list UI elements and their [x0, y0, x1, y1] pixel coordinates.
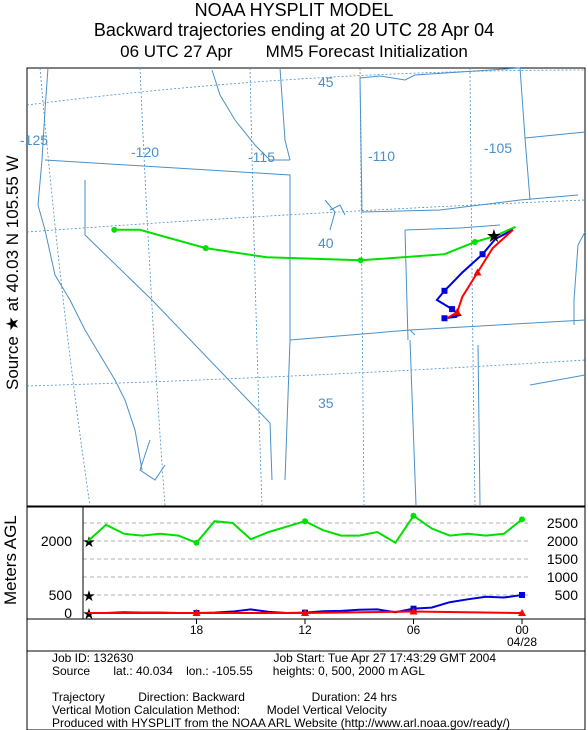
time-tick-label: 18 [190, 623, 204, 637]
source-info: Source lat.: 40.034 lon.: -105.55 height… [52, 664, 425, 678]
map-trajectory-2000m [114, 225, 517, 262]
map-marker-0m [473, 268, 482, 276]
map-marker-2000m [471, 239, 478, 246]
height-tick-label: 1500 [547, 551, 578, 567]
map-marker-500m [479, 251, 486, 258]
start-star: ★ [82, 588, 95, 605]
lat-label-35: 35 [318, 395, 334, 411]
height-tick-label: 1000 [547, 569, 578, 585]
height-marker-2000m [519, 516, 525, 523]
height-marker-2000m [410, 512, 417, 519]
trajectory-paths [111, 225, 517, 322]
height-tick-label: 500 [555, 587, 579, 603]
lat-label-40: 40 [318, 235, 334, 251]
job-id: Job ID: 132630 [52, 651, 134, 665]
title-line-2: Backward trajectories ending at 20 UTC 2… [93, 20, 495, 40]
map-marker-500m [449, 306, 456, 313]
title-line-1: NOAA HYSPLIT MODEL [194, 0, 394, 20]
init-time: 06 UTC 27 Apr [120, 42, 233, 61]
map-marker-2000m [357, 257, 364, 264]
map-marker-2000m [111, 226, 118, 233]
start-height-label: 500 [49, 587, 73, 603]
run-info-footer: Job ID: 132630 Job Start: Tue Apr 27 17:… [52, 651, 510, 730]
height-marker-0m [301, 609, 309, 616]
height-marker-2000m [302, 518, 308, 525]
title-line-3: 06 UTC 27 Apr MM5 Forecast Initializatio… [0, 42, 588, 62]
lon-label-115: -115 [248, 149, 275, 165]
lon-label-110: -110 [368, 148, 395, 164]
height-tick-label: 2000 [547, 533, 578, 549]
start-star: ★ [82, 606, 95, 623]
height-marker-0m [192, 609, 201, 616]
map-marker-0m [453, 308, 462, 316]
height-panel-frame [82, 506, 586, 620]
map-marker-500m [441, 287, 448, 294]
map-trajectory-500m [435, 228, 514, 320]
time-tick-label: 06 [407, 623, 421, 637]
height-right-ticks: 500 1000 1500 2000 2500 [547, 515, 578, 603]
init-source: MM5 Forecast Initialization [265, 42, 468, 61]
map-marker-2000m [202, 245, 209, 252]
produced-by: Produced with HYSPLIT from the NOAA ARL … [52, 716, 510, 730]
height-marker-0m [409, 607, 418, 615]
footer-box [26, 650, 586, 730]
height-series [87, 512, 526, 616]
job-start: Job Start: Tue Apr 27 17:43:29 GMT 2004 [273, 651, 497, 665]
start-height-label: 0 [64, 605, 72, 621]
height-left-ticks: 0 ★500 ★2000 ★ [41, 533, 96, 623]
map-frame [26, 67, 586, 507]
lat-lon-grid [26, 67, 586, 507]
lon-label-105: -105 [484, 140, 512, 156]
height-marker-0m [518, 609, 526, 616]
state-borders [37, 67, 586, 506]
source-star-map: ★ [486, 226, 502, 246]
height-marker-500m [519, 592, 525, 598]
height-gridlines [83, 522, 530, 596]
time-tick-label: 12 [298, 623, 312, 637]
time-tick-label: 00 [515, 623, 529, 637]
lon-label-120: -120 [131, 144, 159, 160]
date-label: 04/28 [507, 635, 537, 649]
height-tick-label: 2500 [547, 515, 578, 531]
lon-label-125: -125 [20, 132, 48, 148]
lat-label-45: 45 [318, 74, 334, 90]
start-height-label: 2000 [41, 533, 72, 549]
map-marker-500m [441, 315, 448, 322]
grid-labels: 45 40 35 -125 -120 -115 -110 -105 [20, 74, 512, 411]
height-marker-2000m [193, 539, 200, 546]
